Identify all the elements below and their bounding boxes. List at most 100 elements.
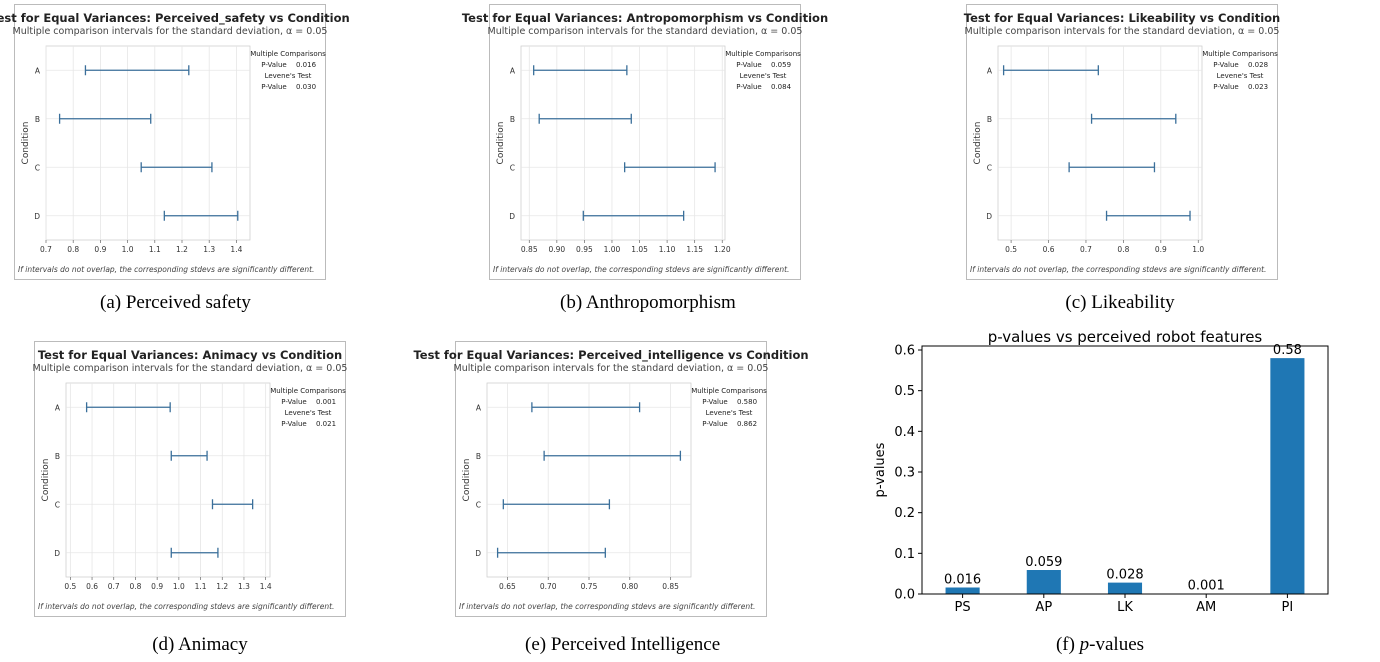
interval-d [163,210,239,221]
x-tick-label: 0.75 [581,582,598,591]
x-tick-label: PI [1282,600,1294,615]
y-tick-label: 0.3 [894,466,915,481]
y-tick-label: 0.5 [894,384,915,399]
mc-heading: Multiple Comparisons [725,50,801,58]
interval-c [502,499,611,510]
x-tick-label: 0.70 [540,582,557,591]
caption-f-suffix: -values [1089,634,1145,655]
y-tick-label: 0.4 [894,425,915,440]
x-tick-label: PS [955,600,971,615]
mc-value: 0.580 [737,398,757,406]
x-tick-label: 1.10 [659,245,676,254]
levene-value: 0.023 [1248,83,1268,91]
levene-heading: Levene's Test [1217,72,1264,80]
x-tick-label: 0.85 [521,245,538,254]
x-tick-label: LK [1117,600,1133,615]
plot-frame [921,345,1329,595]
levene-label: P-Value [281,420,306,428]
stats-box: Multiple Comparisons P-Value 0.028 Levene's… [1202,50,1278,91]
chart-title: p-values vs perceived robot features [988,328,1263,346]
x-tick-label: 0.7 [40,245,52,254]
y-tick-label: C [510,163,515,172]
y-axis-label: Condition [41,459,51,502]
chart-svg: Test for Equal Variances: Likeability vs… [964,4,1280,280]
plot-area [65,382,271,578]
y-tick-label: A [35,66,41,75]
x-tick-label: 1.2 [176,245,188,254]
footnote: If intervals do not overlap, the corresp… [18,265,314,274]
levene-heading: Levene's Test [285,409,332,417]
chart-subtitle: Multiple comparison intervals for the st… [488,26,803,37]
x-tick-label: AP [1035,600,1052,615]
interval-b [170,450,208,461]
levene-label: P-Value [702,420,727,428]
y-tick-label: D [34,212,40,221]
chart-subtitle: Multiple comparison intervals for the st… [454,363,769,374]
interval-a [533,65,628,76]
x-tick-label: 0.90 [548,245,565,254]
x-tick-label: 0.8 [1117,245,1129,254]
x-tick-label: 0.8 [129,582,141,591]
levene-heading: Levene's Test [265,72,312,80]
y-tick-label: C [35,163,40,172]
levene-label: P-Value [1213,83,1238,91]
bar-value-label: 0.016 [944,572,981,587]
x-tick-label: 0.9 [151,582,163,591]
chart-svg: Test for Equal Variances: Perceived_inte… [413,341,809,617]
caption-a: (a) Perceived safety [100,292,251,313]
y-tick-label: 0.2 [894,506,915,521]
caption-c: (c) Likeability [1065,292,1175,313]
mc-heading: Multiple Comparisons [691,387,767,395]
chart-title: Test for Equal Variances: Perceived_safe… [0,11,350,26]
chart-subtitle: Multiple comparison intervals for the st… [965,26,1280,37]
bar-lk [1107,582,1143,594]
x-tick-label: 0.5 [1005,245,1017,254]
bar-value-label: 0.028 [1106,568,1143,583]
chart-perceived-safety: Test for Equal Variances: Perceived_safe… [0,4,350,280]
interval-b [543,450,682,461]
x-tick-label: 0.8 [67,245,79,254]
y-axis-label: Condition [973,122,983,165]
interval-c [624,162,716,173]
panel-frame [14,4,326,280]
mc-label: P-Value [281,398,306,406]
x-tick-label: 0.7 [1080,245,1092,254]
mc-label: P-Value [736,61,761,69]
y-tick-label: 0.1 [894,547,915,562]
levene-value: 0.862 [737,420,757,428]
x-tick-label: 1.15 [686,245,703,254]
bar-value-label: 0.58 [1273,343,1302,358]
mc-value: 0.059 [771,61,791,69]
caption-f: (f) p-values [1045,634,1155,656]
levene-label: P-Value [261,83,286,91]
levene-value: 0.021 [316,420,336,428]
y-tick-label: B [987,115,992,124]
y-tick-label: A [510,66,516,75]
y-tick-label: C [987,163,992,172]
chart-title: Test for Equal Variances: Likeability vs… [964,11,1280,25]
interval-a [85,402,171,413]
y-tick-label: 0.6 [894,344,915,359]
x-tick-label: 0.65 [499,582,516,591]
y-tick-label: A [476,403,482,412]
y-axis-label: Condition [462,459,472,502]
bar-ap [1026,570,1061,594]
interval-c [140,162,213,173]
bar-value-label: 0.059 [1025,555,1062,570]
x-tick-label: 0.6 [86,582,98,591]
footnote: If intervals do not overlap, the corresp… [493,265,789,274]
chart-likeability: Test for Equal Variances: Likeability vs… [964,4,1280,280]
x-tick-label: 1.20 [714,245,731,254]
chart-title: Test for Equal Variances: Perceived_inte… [413,348,808,363]
x-tick-label: 1.3 [238,582,250,591]
footnote: If intervals do not overlap, the corresp… [970,265,1266,274]
chart-svg: Test for Equal Variances: Animacy vs Con… [33,341,347,617]
x-tick-label: 1.0 [1192,245,1204,254]
chart-svg: p-values vs perceived robot features 0.0 0… [873,328,1329,615]
y-tick-label: D [509,212,515,221]
x-tick-label: 1.1 [195,582,207,591]
interval-d [496,547,606,558]
x-tick-label: 0.85 [662,582,679,591]
y-tick-label: 0.0 [894,588,915,603]
x-tick-label: 0.5 [64,582,76,591]
